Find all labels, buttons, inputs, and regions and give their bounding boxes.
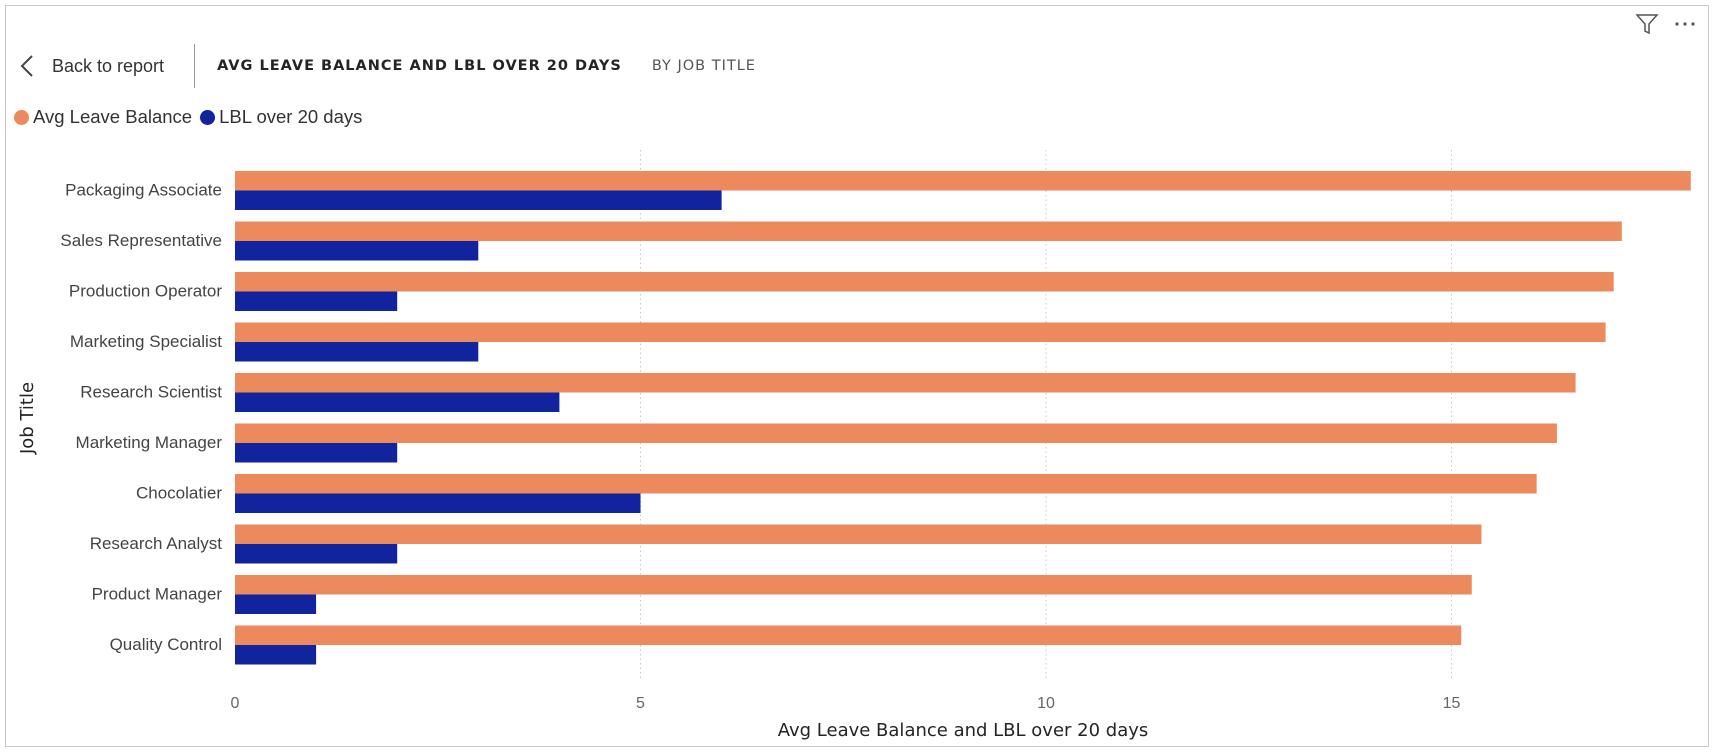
x-tick-label-0: 0 xyxy=(231,695,240,712)
y-category-label-product-manager: Product Manager xyxy=(92,585,223,604)
bar-lbl-over-20-days-marketing-specialist[interactable] xyxy=(235,342,479,362)
bar-lbl-over-20-days-product-manager[interactable] xyxy=(235,594,317,615)
bar-avg-leave-balance-packaging-associate[interactable] xyxy=(235,171,1691,191)
x-tick-label-15: 15 xyxy=(1443,695,1461,712)
more-options-icon[interactable] xyxy=(1673,12,1697,41)
bar-lbl-over-20-days-sales-representative[interactable] xyxy=(235,241,479,261)
legend-item-avg-leave-balance[interactable]: Avg Leave Balance xyxy=(14,106,192,128)
x-tick-label-10: 10 xyxy=(1037,695,1055,712)
chart-title: AVG LEAVE BALANCE AND LBL OVER 20 DAYS xyxy=(217,58,622,74)
legend-label-lbl-over-20-days: LBL over 20 days xyxy=(219,106,363,127)
bar-lbl-over-20-days-production-operator[interactable] xyxy=(235,291,398,312)
y-category-label-research-scientist: Research Scientist xyxy=(80,383,222,402)
x-tick-label-5: 5 xyxy=(636,695,645,712)
bar-avg-leave-balance-production-operator[interactable] xyxy=(235,272,1614,292)
x-axis-title: Avg Leave Balance and LBL over 20 days xyxy=(778,720,1149,741)
chart-subtitle: BY JOB TITLE xyxy=(651,58,756,74)
bar-avg-leave-balance-product-manager[interactable] xyxy=(235,575,1472,595)
chevron-left-icon xyxy=(20,55,33,77)
visual-header-icons xyxy=(1621,12,1697,41)
bar-avg-leave-balance-research-analyst[interactable] xyxy=(235,524,1482,545)
legend-dot-avg-leave-balance xyxy=(14,109,29,125)
chart-legend: Avg Leave Balance LBL over 20 days xyxy=(14,106,370,128)
y-category-label-packaging-associate: Packaging Associate xyxy=(65,181,222,200)
y-category-label-marketing-specialist: Marketing Specialist xyxy=(70,332,222,351)
y-category-label-chocolatier: Chocolatier xyxy=(136,484,222,503)
bar-lbl-over-20-days-quality-control[interactable] xyxy=(235,645,317,665)
legend-item-lbl-over-20-days[interactable]: LBL over 20 days xyxy=(200,106,362,128)
bar-avg-leave-balance-quality-control[interactable] xyxy=(235,625,1462,646)
back-to-report-label: Back to report xyxy=(52,55,165,76)
bar-avg-leave-balance-chocolatier[interactable] xyxy=(235,474,1537,494)
legend-dot-lbl-over-20-days xyxy=(200,109,216,125)
y-category-label-production-operator: Production Operator xyxy=(69,282,222,301)
filter-icon[interactable] xyxy=(1635,12,1659,41)
y-category-label-marketing-manager: Marketing Manager xyxy=(76,433,223,452)
y-category-label-quality-control: Quality Control xyxy=(110,635,222,654)
back-to-report-button[interactable]: Back to report xyxy=(20,54,164,78)
y-axis-title: Job Title xyxy=(17,382,38,455)
bar-lbl-over-20-days-chocolatier[interactable] xyxy=(235,493,641,514)
bar-avg-leave-balance-research-scientist[interactable] xyxy=(235,373,1576,393)
bar-avg-leave-balance-marketing-manager[interactable] xyxy=(235,423,1557,444)
bar-avg-leave-balance-marketing-specialist[interactable] xyxy=(235,322,1606,343)
header-divider xyxy=(194,44,196,88)
focus-mode-header: Back to report AVG LEAVE BALANCE AND LBL… xyxy=(20,44,756,88)
y-category-label-research-analyst: Research Analyst xyxy=(90,534,223,553)
bar-lbl-over-20-days-packaging-associate[interactable] xyxy=(235,190,722,211)
bar-lbl-over-20-days-research-analyst[interactable] xyxy=(235,544,398,564)
bar-lbl-over-20-days-research-scientist[interactable] xyxy=(235,392,560,413)
bar-lbl-over-20-days-marketing-manager[interactable] xyxy=(235,443,398,463)
bar-avg-leave-balance-sales-representative[interactable] xyxy=(235,221,1622,242)
legend-label-avg-leave-balance: Avg Leave Balance xyxy=(33,106,193,127)
y-category-label-sales-representative: Sales Representative xyxy=(60,231,222,250)
